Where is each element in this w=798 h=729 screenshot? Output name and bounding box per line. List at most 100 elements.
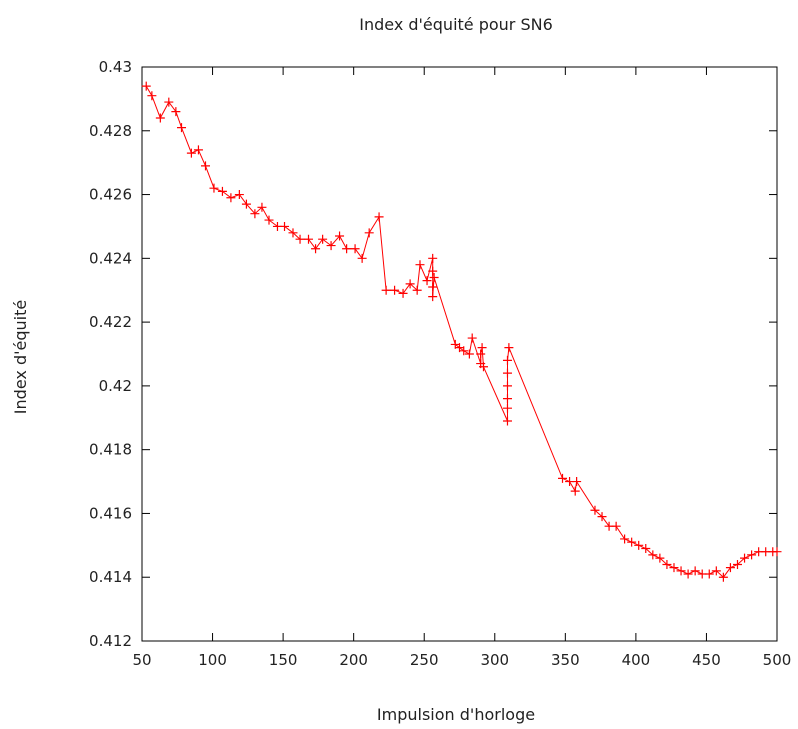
data-point xyxy=(364,228,374,238)
data-point xyxy=(502,381,512,391)
data-point xyxy=(690,566,700,576)
data-point xyxy=(504,343,514,353)
data-point xyxy=(177,123,187,133)
x-tick-label: 250 xyxy=(410,651,439,669)
y-tick-label: 0.426 xyxy=(89,186,132,204)
data-point xyxy=(193,145,203,155)
x-tick-label: 500 xyxy=(763,651,792,669)
data-point xyxy=(464,349,474,359)
data-point xyxy=(164,97,174,107)
y-tick-label: 0.424 xyxy=(89,249,132,267)
data-point xyxy=(209,183,219,193)
data-point xyxy=(350,244,360,254)
data-point xyxy=(412,285,422,295)
data-point xyxy=(217,186,227,196)
x-axis-label: Impulsion d'horloge xyxy=(377,705,535,724)
data-point xyxy=(641,544,651,554)
data-point xyxy=(429,272,439,282)
data-point xyxy=(374,212,384,222)
data-point xyxy=(502,416,512,426)
data-point xyxy=(318,234,328,244)
data-point xyxy=(478,362,488,372)
x-tick-label: 300 xyxy=(480,651,509,669)
x-tick-label: 200 xyxy=(339,651,368,669)
data-point xyxy=(655,553,665,563)
data-point xyxy=(704,569,714,579)
data-point xyxy=(676,566,686,576)
data-point xyxy=(627,537,637,547)
series-line xyxy=(145,85,777,578)
data-point xyxy=(459,346,469,356)
y-tick-label: 0.42 xyxy=(99,377,132,395)
data-point xyxy=(648,550,658,560)
data-point xyxy=(718,572,728,582)
data-point xyxy=(415,260,425,270)
chart-title: Index d'équité pour SN6 xyxy=(359,15,553,34)
x-tick-label: 350 xyxy=(551,651,580,669)
y-tick-label: 0.416 xyxy=(89,504,132,522)
data-point xyxy=(201,161,210,171)
y-tick-label: 0.418 xyxy=(89,441,132,459)
data-point xyxy=(257,202,267,212)
data-point xyxy=(428,282,438,292)
data-point xyxy=(171,107,181,117)
data-point xyxy=(467,333,477,343)
data-point xyxy=(428,253,438,263)
data-point xyxy=(288,228,298,238)
data-point xyxy=(141,81,151,91)
data-point xyxy=(683,569,693,579)
data-point xyxy=(295,234,305,244)
x-tick-label: 100 xyxy=(198,651,227,669)
x-tick-label: 450 xyxy=(692,651,721,669)
data-point xyxy=(476,349,486,359)
data-point xyxy=(740,553,750,563)
data-point xyxy=(304,234,314,244)
data-point xyxy=(611,521,621,531)
x-tick-label: 50 xyxy=(132,651,151,669)
data-point xyxy=(428,292,438,302)
x-tick-label: 150 xyxy=(269,651,298,669)
data-point xyxy=(502,394,512,404)
data-point xyxy=(428,266,438,276)
y-tick-label: 0.428 xyxy=(89,122,132,140)
data-point xyxy=(590,505,600,515)
data-point xyxy=(570,486,580,496)
data-point xyxy=(342,244,352,254)
data-point xyxy=(502,355,512,365)
data-point xyxy=(477,343,487,353)
y-axis-label: Index d'équité xyxy=(11,300,30,414)
data-point xyxy=(669,563,679,573)
data-point xyxy=(326,241,336,251)
data-point xyxy=(398,288,408,298)
y-tick-label: 0.43 xyxy=(99,58,132,76)
data-series xyxy=(141,81,782,582)
plot-axes: 50 100 150 200 250 300 350 400 450 500 0.412 0.414 0… xyxy=(89,58,791,669)
data-point xyxy=(422,276,432,286)
data-point xyxy=(155,113,165,123)
data-point xyxy=(335,231,345,241)
plot-frame xyxy=(141,66,778,642)
y-tick-label: 0.422 xyxy=(89,313,132,331)
data-point xyxy=(732,559,742,569)
data-point xyxy=(747,550,757,560)
data-point xyxy=(502,403,512,413)
data-point xyxy=(772,547,782,557)
data-point xyxy=(662,559,672,569)
data-point xyxy=(725,563,735,573)
x-tick-label: 400 xyxy=(622,651,651,669)
data-point xyxy=(390,285,400,295)
data-point xyxy=(280,221,290,231)
data-point xyxy=(558,473,568,483)
data-point xyxy=(147,91,157,101)
data-point xyxy=(241,199,251,209)
data-point xyxy=(597,512,607,522)
data-point xyxy=(264,215,274,225)
data-point xyxy=(357,253,367,263)
y-tick-label: 0.412 xyxy=(89,632,132,650)
data-point xyxy=(634,540,644,550)
data-point xyxy=(572,477,582,487)
data-point xyxy=(250,209,260,219)
data-point xyxy=(186,148,196,158)
data-point xyxy=(620,534,630,544)
